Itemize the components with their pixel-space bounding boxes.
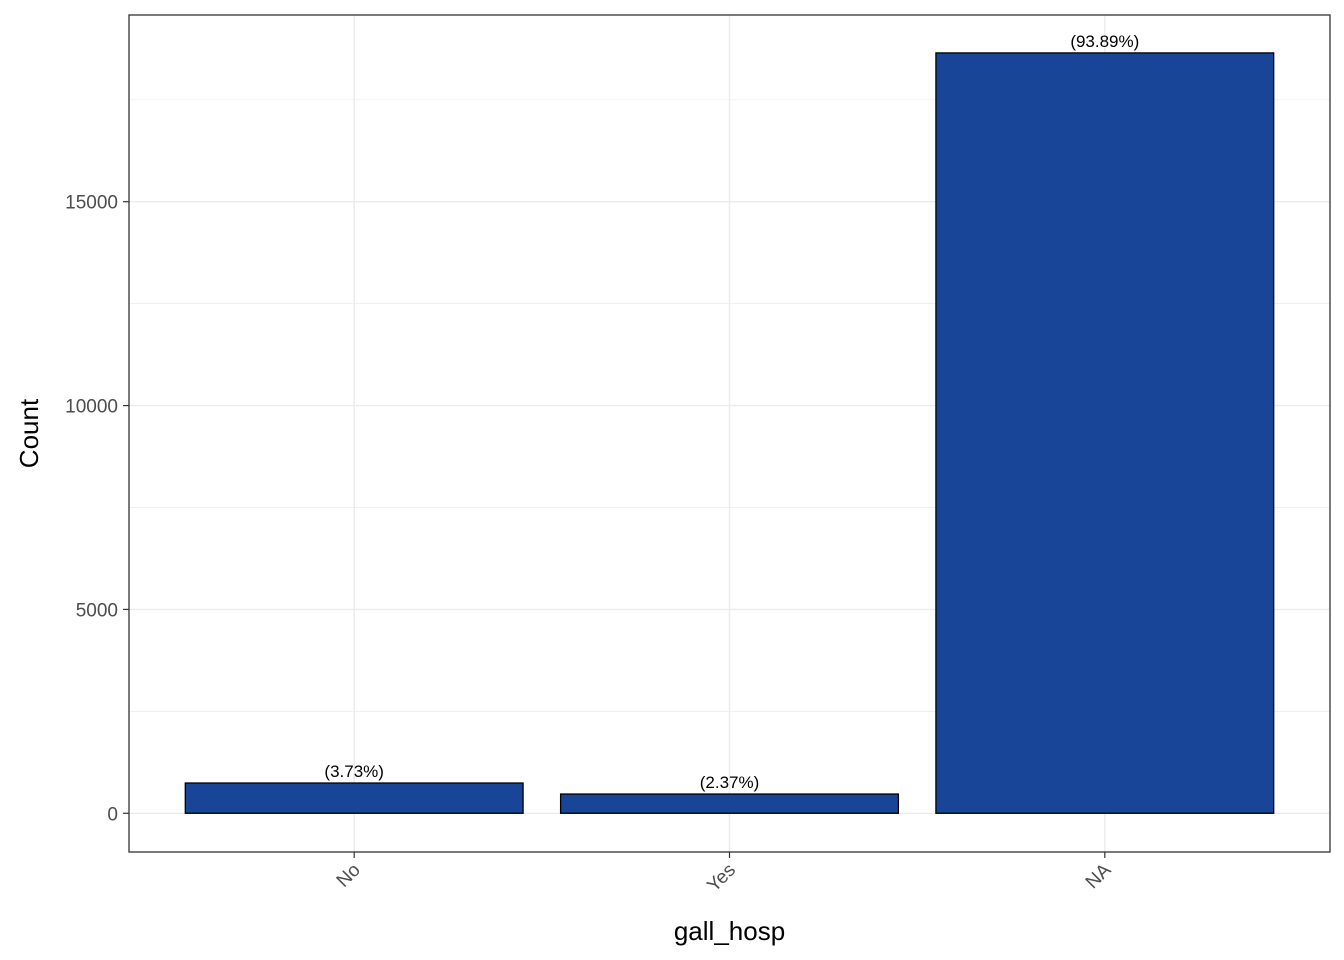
- x-axis-title: gall_hosp: [674, 916, 785, 946]
- data-label-yes: (2.37%): [700, 773, 760, 792]
- y-tick-label: 5000: [76, 600, 118, 621]
- data-label-no: (3.73%): [324, 762, 384, 781]
- y-tick-label: 10000: [65, 397, 118, 418]
- data-labels: (3.73%) (2.37%) (93.89%): [324, 32, 1139, 792]
- bar-na: [935, 52, 1275, 814]
- bars: [184, 52, 1275, 814]
- x-tick-label: Yes: [703, 860, 740, 897]
- x-axis-ticks: No Yes NA: [333, 852, 1116, 896]
- y-axis-ticks: 0 5000 10000 15000: [65, 193, 129, 825]
- bar-yes: [559, 793, 900, 814]
- data-label-na: (93.89%): [1070, 32, 1139, 51]
- bar-no: [184, 782, 524, 814]
- y-axis-title: Count: [14, 398, 44, 468]
- y-tick-label: 0: [107, 804, 118, 825]
- x-tick-label: NA: [1082, 859, 1116, 893]
- x-tick-label: No: [333, 860, 365, 892]
- y-tick-label: 15000: [65, 193, 118, 214]
